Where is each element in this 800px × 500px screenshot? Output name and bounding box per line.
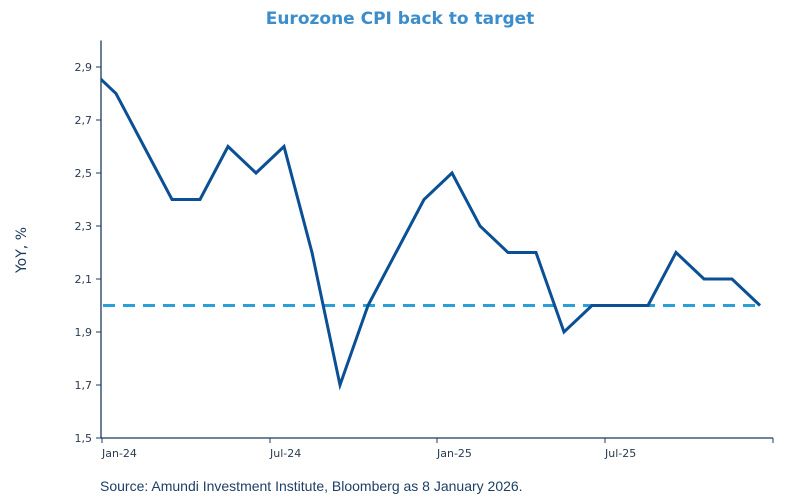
y-tick-label: 2,1 <box>75 273 93 286</box>
y-tick-label: 2,5 <box>75 167 93 180</box>
y-tick-label: 1,5 <box>75 432 93 445</box>
x-tick-label: Jul-25 <box>604 447 636 460</box>
x-tick-label: Jul-24 <box>269 447 301 460</box>
y-tick-label: 2,3 <box>75 220 93 233</box>
y-tick-label: 2,9 <box>75 61 93 74</box>
x-tick-label: Jan-25 <box>436 447 472 460</box>
x-tick-label: Jan-24 <box>101 447 137 460</box>
chart-title: Eurozone CPI back to target <box>265 9 535 29</box>
source-note: Source: Amundi Investment Institute, Blo… <box>100 478 523 494</box>
y-tick-label: 1,7 <box>75 379 93 392</box>
cpi-series-line <box>101 77 762 391</box>
y-tick-label: 1,9 <box>75 326 93 339</box>
y-tick-label: 2,7 <box>75 114 93 127</box>
